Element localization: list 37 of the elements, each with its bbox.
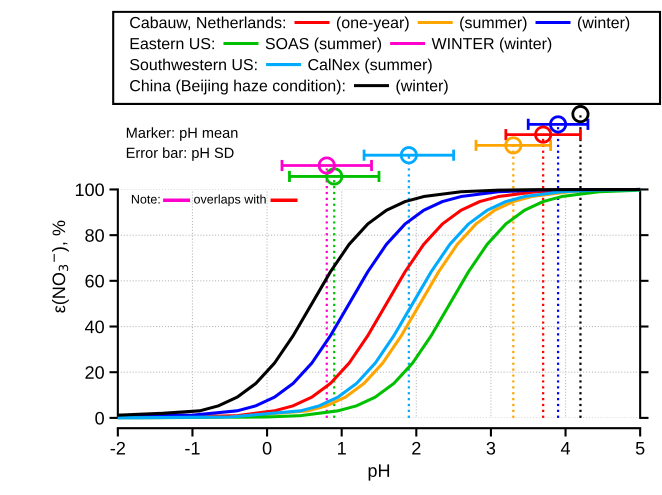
x-tick-label: 1	[338, 442, 346, 454]
annotation: Error bar: pH SD	[126, 147, 234, 161]
point	[400, 146, 418, 164]
x-tick-label: -2	[110, 442, 125, 454]
y-tick-label: 60	[85, 274, 104, 288]
y-tick-label: 40	[84, 320, 104, 334]
text: Cabauw, Netherlands:	[130, 16, 285, 30]
annotation: Note:	[132, 194, 160, 204]
text: Eastern US:	[130, 38, 214, 50]
y-axis-title: ε(NO$_{3}$$^{−}$), %	[52, 220, 69, 313]
legend-label: (summer)	[460, 16, 526, 32]
point	[318, 156, 336, 175]
point	[571, 105, 590, 124]
legend-label: (winter)	[578, 16, 630, 32]
x-tick-label: 5	[636, 442, 644, 455]
x-tick-label: 0	[262, 442, 272, 455]
point	[534, 126, 552, 144]
x-tick-label: 4	[560, 442, 570, 454]
y-tick-label: 0	[95, 412, 104, 425]
point	[549, 115, 568, 134]
x-axis-title: pH	[368, 464, 390, 481]
annotation: Marker: pH mean	[126, 127, 238, 141]
legend-label: CalNex (summer)	[308, 58, 432, 74]
legend-label: SOAS (summer)	[266, 38, 382, 52]
annotation: overlaps with	[194, 194, 266, 206]
x-tick-label: -1	[185, 442, 200, 454]
legend-label: (one-year)	[336, 16, 409, 32]
legend-label: (winter)	[396, 80, 448, 94]
y-tick-label: 20	[85, 366, 104, 379]
text: China (Beijing haze condition):	[130, 80, 344, 95]
x-tick-label: 3	[486, 442, 496, 455]
legend-label: WINTER (winter)	[432, 38, 552, 52]
point	[504, 136, 522, 154]
y-tick-label: 100	[76, 183, 104, 196]
x-tick-label: 2	[412, 442, 420, 454]
y-tick-label: 80	[85, 229, 104, 242]
text: Southwestern US:	[130, 58, 257, 70]
